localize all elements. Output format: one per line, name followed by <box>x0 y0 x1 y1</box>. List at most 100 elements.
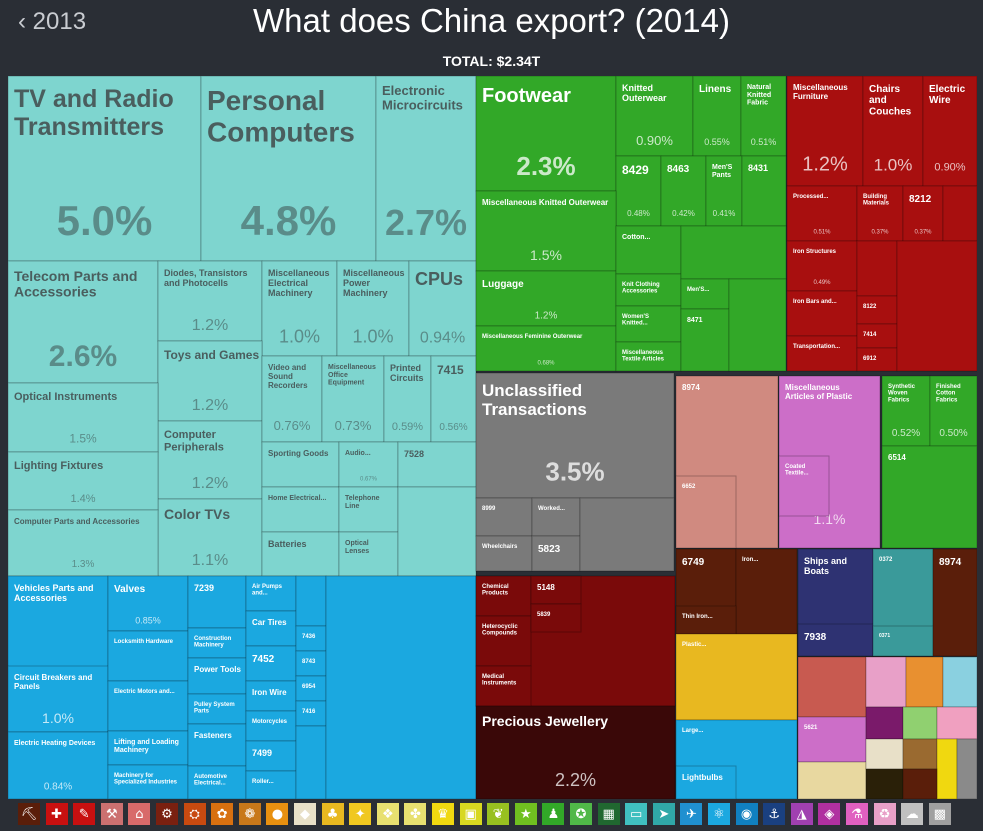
treemap-tile[interactable]: 7414 <box>856 323 898 349</box>
treemap-tile[interactable]: Miscellaneous Knitted Outerwear 1.5% <box>475 190 617 272</box>
tools-icon[interactable]: ✎ <box>73 803 96 825</box>
treemap-tile[interactable]: Luggage 1.2% <box>475 270 617 327</box>
treemap-tile[interactable]: Iron Bars and... <box>786 290 858 337</box>
anchor-icon[interactable]: ⚓ <box>763 803 786 825</box>
treemap-tile[interactable]: 8212 0.37% <box>902 185 944 242</box>
treemap-tile[interactable]: Computer Parts and Accessories 1.3% <box>8 509 159 577</box>
treemap-tile[interactable] <box>797 656 867 718</box>
treemap-tile[interactable]: Optical Instruments 1.5% <box>8 382 159 453</box>
treemap-tile[interactable]: Batteries <box>261 531 340 577</box>
treemap-tile[interactable]: 7436 <box>295 625 327 652</box>
box-icon[interactable]: ▣ <box>459 803 482 825</box>
treemap-tile[interactable]: Women'SKnitted... <box>615 305 682 343</box>
textile-icon[interactable]: ❁ <box>238 803 261 825</box>
treemap-tile[interactable]: Electric Heating Devices 0.84% <box>8 731 109 799</box>
treemap-tile[interactable]: Miscellaneous Feminine Outerwear 0.68% <box>475 325 617 372</box>
back-to-2013-link[interactable]: ‹ 2013 <box>18 8 87 35</box>
treemap-tile[interactable]: Iron Wire <box>245 680 297 712</box>
treemap-tile[interactable]: 7938 <box>797 623 874 657</box>
treemap-tile[interactable]: 6912 <box>856 347 898 372</box>
treemap-tile[interactable]: Wheelchairs <box>475 535 533 572</box>
treemap-tile[interactable]: Air Pumpsand... <box>245 575 297 612</box>
fish-icon[interactable]: ➤ <box>652 803 675 825</box>
treemap-tile[interactable] <box>896 240 977 372</box>
drop-icon[interactable]: ◉ <box>735 803 758 825</box>
treemap-tile[interactable]: AutomotiveElectrical... <box>187 765 247 799</box>
treemap-tile[interactable] <box>295 725 327 799</box>
treemap-tile[interactable]: Lightbulbs <box>675 765 737 799</box>
treemap-tile[interactable]: Linens 0.55% <box>692 76 742 157</box>
treemap-tile[interactable] <box>865 706 904 740</box>
wheat-icon[interactable]: ♣ <box>321 803 344 825</box>
treemap-tile[interactable]: 8429 0.48% <box>615 155 662 227</box>
treemap-tile[interactable]: 7416 <box>295 700 327 727</box>
treemap-tile[interactable]: Roller... <box>245 770 297 799</box>
treemap-tile[interactable] <box>942 656 977 708</box>
treemap-tile[interactable]: Motorcycles <box>245 710 297 742</box>
treemap-tile[interactable]: Transportation... <box>786 335 858 372</box>
shirt-icon[interactable]: ♟ <box>542 803 565 825</box>
treemap-tile[interactable]: Electric Motors and... <box>107 680 189 732</box>
treemap-tile[interactable]: 8999 <box>475 497 533 537</box>
treemap-tile[interactable]: Audio... 0.67% <box>338 441 399 488</box>
treemap-tile[interactable]: 7528 <box>397 441 477 488</box>
treemap-tile[interactable]: 5839 <box>530 603 582 633</box>
flower-icon[interactable]: ✿ <box>211 803 234 825</box>
treemap-tile[interactable]: 6652 <box>675 475 737 549</box>
machine-icon[interactable]: ⚙ <box>156 803 178 825</box>
treemap-tile[interactable]: Worked... <box>531 497 581 537</box>
treemap-tile[interactable]: Sporting Goods <box>261 441 340 488</box>
treemap-tile[interactable]: 8122 <box>856 295 898 325</box>
paper-icon[interactable]: ❖ <box>376 803 399 825</box>
treemap-tile[interactable]: 8471 <box>680 308 730 372</box>
treemap-tile[interactable] <box>936 738 958 799</box>
treemap-tile[interactable]: 5621 <box>797 716 867 763</box>
treemap-tile[interactable]: 8974 <box>932 548 977 657</box>
treemap-tile[interactable] <box>902 706 938 740</box>
treemap-tile[interactable] <box>680 225 787 280</box>
other-icon[interactable]: ▩ <box>928 803 951 825</box>
treemap-tile[interactable]: 7499 <box>245 740 297 772</box>
treemap-tile[interactable] <box>865 656 907 708</box>
treemap-tile[interactable] <box>865 738 904 770</box>
computer-icon[interactable]: ▭ <box>625 803 648 825</box>
treemap-tile[interactable]: 6514 <box>881 445 977 549</box>
chem-icon[interactable]: ⚛ <box>708 803 730 825</box>
treemap-tile[interactable]: Footwear 2.3% <box>475 76 617 192</box>
treemap-tile[interactable]: Cotton... <box>615 225 682 275</box>
treemap-tile[interactable]: Valves 0.85% <box>107 575 189 632</box>
treemap-tile[interactable]: 5823 <box>531 535 581 572</box>
treemap-tile[interactable] <box>902 768 938 799</box>
treemap-tile[interactable] <box>579 497 675 572</box>
treemap-tile[interactable]: Power Tools <box>187 657 247 695</box>
treemap-tile[interactable]: 8463 0.42% <box>660 155 707 227</box>
treemap-tile[interactable]: Precious Jewellery 2.2% <box>475 705 676 799</box>
treemap-tile[interactable]: CPUs 0.94% <box>408 260 477 357</box>
treemap-tile[interactable] <box>942 185 977 242</box>
treemap-tile[interactable]: 0371 <box>872 625 934 657</box>
treemap-tile[interactable]: 8431 <box>741 155 787 227</box>
treemap-tile[interactable] <box>295 575 327 627</box>
treemap-tile[interactable] <box>325 575 477 799</box>
